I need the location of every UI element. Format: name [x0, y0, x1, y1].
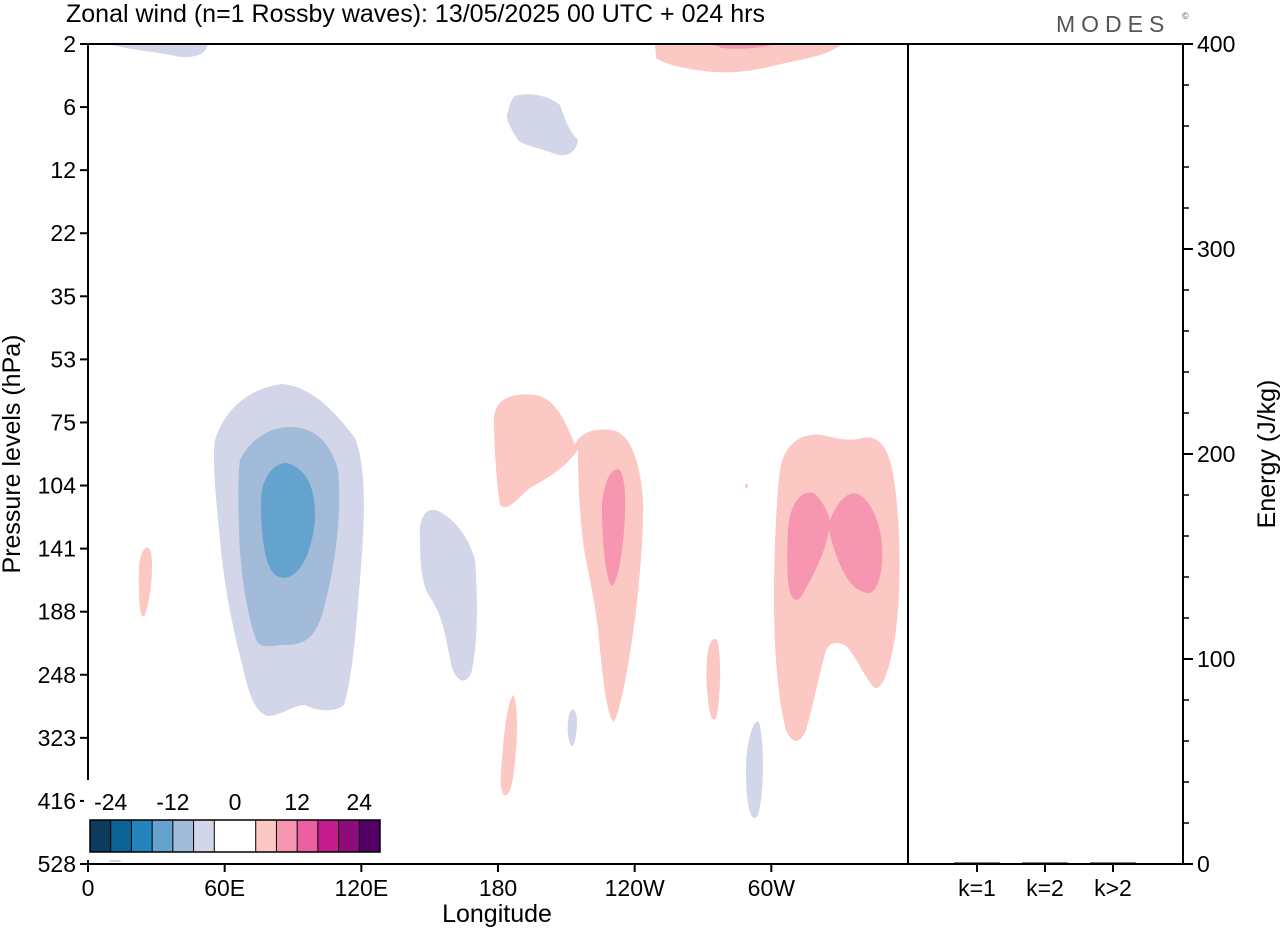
chart-title: Zonal wind (n=1 Rossby waves): 13/05/202…: [66, 0, 765, 28]
energy-bar: [1022, 862, 1068, 864]
contour-positive-left-small: [138, 547, 153, 617]
y-tick-label: 104: [38, 473, 77, 499]
colorbar-swatch: [131, 820, 153, 852]
contour-negative-main-core: [260, 463, 316, 578]
y-tick-label: 528: [38, 851, 76, 877]
modes-logo: MODES: [1056, 11, 1170, 37]
colorbar-swatch: [214, 820, 236, 852]
x-tick-label: 60W: [748, 875, 796, 901]
y-tick-label: 12: [50, 157, 76, 183]
contour-positive-small-3: [745, 483, 748, 489]
energy-tick-label: 300: [1197, 236, 1235, 262]
colorbar-swatch: [317, 820, 340, 852]
contour-positive-small-1: [500, 695, 517, 796]
contour-negative-top-left: [108, 44, 208, 58]
colorbar-swatch: [338, 820, 360, 852]
colorbar-label: 12: [284, 789, 310, 815]
y-tick-label: 141: [38, 536, 76, 562]
energy-tick-label: 100: [1197, 646, 1235, 672]
contour-negative-small-2: [746, 721, 763, 818]
colorbar-swatch: [276, 820, 298, 852]
y2-axis-label: Energy (J/kg): [1253, 380, 1280, 529]
longitude-axis: 0 60E 120E 180 120W 60W: [82, 864, 796, 901]
colorbar-swatch: [255, 820, 277, 852]
energy-bar-label: k=1: [958, 875, 996, 901]
colorbar-frame: [89, 819, 381, 853]
y-tick-label: 2: [63, 31, 76, 57]
colorbar-swatch: [297, 820, 319, 852]
energy-bar: [954, 862, 1000, 864]
y-tick-label: 248: [38, 662, 76, 688]
y-tick-label: 75: [50, 409, 76, 435]
contour-positive-large-right-core: [787, 492, 883, 600]
x-tick-label: 120W: [605, 875, 665, 901]
y-tick-label: 6: [63, 94, 76, 120]
pressure-axis: 2 6 12 22 35 53 75 104 141 188 248 323 416 528: [38, 31, 88, 877]
energy-plot-frame: [907, 43, 1184, 865]
x-tick-label: 60E: [204, 875, 245, 901]
colorbar-swatch: [172, 820, 195, 852]
contour-positive-large-mid-core: [602, 469, 626, 586]
colorbar-swatch: [90, 820, 112, 852]
contour-negative-upper-blob: [506, 94, 578, 156]
energy-tick-label: 400: [1197, 31, 1235, 57]
x-axis-label: Longitude: [442, 900, 552, 928]
colorbar-swatch: [110, 820, 132, 852]
energy-tick-label: 0: [1197, 851, 1210, 877]
colorbar-label: -24: [94, 789, 127, 815]
colorbar: -24 -12 0 12 24: [84, 780, 386, 860]
y-tick-label: 323: [38, 725, 76, 751]
contour-positive-top-right: [655, 44, 842, 73]
contour-negative-mid-blob: [419, 509, 477, 681]
x-tick-label: 180: [479, 875, 517, 901]
wind-contour-field: [108, 44, 900, 862]
colorbar-swatch: [193, 820, 215, 852]
y-tick-label: 35: [50, 283, 76, 309]
colorbar-swatch: [359, 820, 381, 852]
x-tick-label: 0: [82, 875, 95, 901]
energy-bar-label: k=2: [1026, 875, 1064, 901]
contour-negative-small-1: [567, 709, 577, 747]
energy-tick-label: 200: [1197, 441, 1235, 467]
colorbar-swatch: [235, 820, 257, 852]
colorbar-label: 0: [229, 789, 242, 815]
colorbar-swatch: [152, 820, 174, 852]
y-tick-label: 53: [50, 346, 76, 372]
energy-bars: k=1 k=2 k>2: [954, 862, 1136, 901]
energy-bar-label: k>2: [1094, 875, 1132, 901]
x-tick-label: 120E: [334, 875, 388, 901]
y-axis-label: Pressure levels (hPa): [0, 335, 26, 574]
y-tick-label: 188: [38, 599, 76, 625]
y-tick-label: 416: [38, 788, 76, 814]
contour-positive-small-2: [706, 638, 721, 720]
contour-positive-top-right-core: [712, 44, 775, 49]
contour-positive-large-mid: [494, 394, 644, 722]
colorbar-label: 24: [346, 789, 372, 815]
modes-logo-mark: ©: [1182, 11, 1189, 21]
energy-axis: 0 100 200 300 400: [1183, 31, 1235, 877]
energy-bar: [1090, 862, 1136, 864]
y-tick-label: 22: [50, 220, 76, 246]
colorbar-label: -12: [156, 789, 189, 815]
